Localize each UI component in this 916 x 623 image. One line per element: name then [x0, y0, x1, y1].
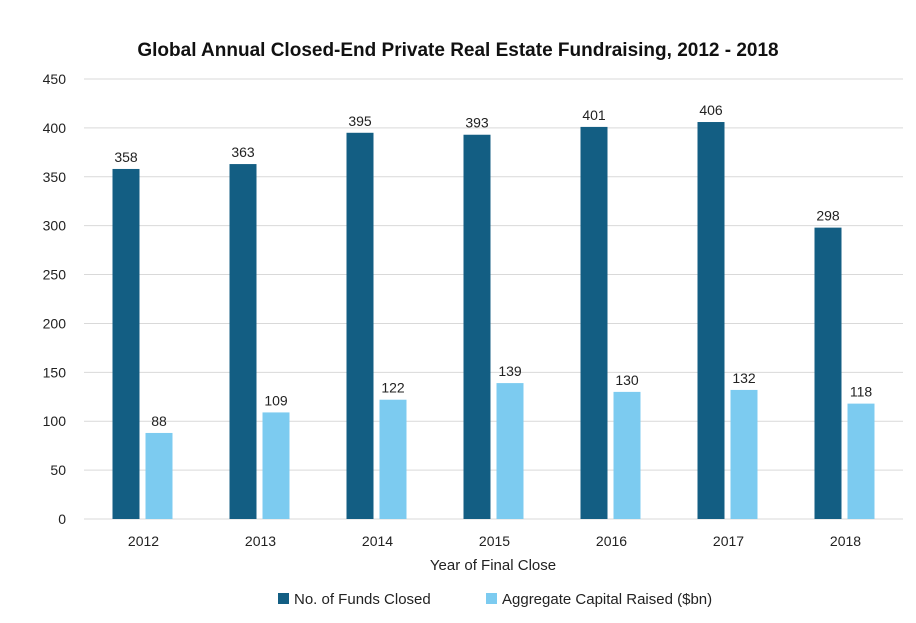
bar-funds-closed[interactable]: [814, 227, 842, 519]
bar-funds-closed[interactable]: [463, 134, 491, 519]
data-labels: 358 88 363 109 395 122 393 139 401 130 406 132 298 11…: [114, 102, 872, 429]
bar-funds-closed[interactable]: [346, 132, 374, 519]
data-label: 395: [348, 113, 372, 129]
bar-capital-raised[interactable]: [613, 391, 641, 519]
bar-capital-raised[interactable]: [145, 432, 173, 519]
x-tick-label: 2012: [128, 533, 159, 549]
data-label: 363: [231, 144, 255, 160]
y-tick-label: 250: [43, 267, 67, 283]
data-label: 298: [816, 208, 840, 224]
legend-swatch-capital: [486, 593, 497, 604]
bar-funds-closed[interactable]: [229, 164, 257, 520]
legend-item-capital[interactable]: Aggregate Capital Raised ($bn): [486, 591, 712, 608]
x-tick-label: 2016: [596, 533, 627, 549]
x-tick-label: 2013: [245, 533, 276, 549]
y-tick-label: 300: [43, 218, 67, 234]
x-tick-label: 2015: [479, 533, 510, 549]
legend-swatch-funds: [278, 593, 289, 604]
legend-label-funds: No. of Funds Closed: [294, 591, 431, 608]
x-tick-label: 2014: [362, 533, 393, 549]
chart-title: Global Annual Closed-End Private Real Es…: [137, 40, 778, 61]
bar-capital-raised[interactable]: [847, 403, 875, 519]
bar-capital-raised[interactable]: [262, 412, 290, 519]
data-label: 406: [699, 102, 723, 118]
y-tick-label: 400: [43, 120, 67, 136]
y-tick-label: 50: [50, 462, 66, 478]
x-tick-label: 2017: [713, 533, 744, 549]
data-label: 401: [582, 107, 606, 123]
y-tick-label: 200: [43, 315, 67, 331]
legend: No. of Funds Closed Aggregate Capital Ra…: [278, 591, 712, 608]
gridlines: [84, 78, 903, 520]
bar-funds-closed[interactable]: [112, 168, 140, 519]
y-tick-label: 450: [43, 71, 67, 87]
y-axis-ticks: 0 50 100 150 200 250 300 350 400 450: [43, 71, 67, 527]
bar-funds-closed[interactable]: [580, 126, 608, 520]
bar-capital-raised[interactable]: [496, 383, 524, 519]
y-tick-label: 100: [43, 413, 67, 429]
y-tick-label: 0: [58, 511, 66, 527]
x-axis-title: Year of Final Close: [430, 557, 556, 574]
y-tick-label: 150: [43, 364, 67, 380]
x-tick-label: 2018: [830, 533, 861, 549]
data-label: 88: [151, 413, 167, 429]
data-label: 358: [114, 149, 138, 165]
data-label: 130: [615, 372, 639, 388]
y-tick-label: 350: [43, 169, 67, 185]
data-label: 109: [264, 392, 288, 408]
data-label: 132: [732, 370, 756, 386]
bars: [112, 122, 875, 520]
legend-item-funds[interactable]: No. of Funds Closed: [278, 591, 431, 608]
bar-capital-raised[interactable]: [730, 389, 758, 519]
data-label: 122: [381, 380, 405, 396]
data-label: 139: [498, 363, 522, 379]
data-label: 393: [465, 115, 489, 131]
bar-funds-closed[interactable]: [697, 122, 725, 520]
bar-capital-raised[interactable]: [379, 399, 407, 519]
data-label: 118: [850, 384, 873, 400]
legend-label-capital: Aggregate Capital Raised ($bn): [502, 591, 712, 608]
x-axis-ticks: 2012 2013 2014 2015 2016 2017 2018: [128, 533, 861, 549]
